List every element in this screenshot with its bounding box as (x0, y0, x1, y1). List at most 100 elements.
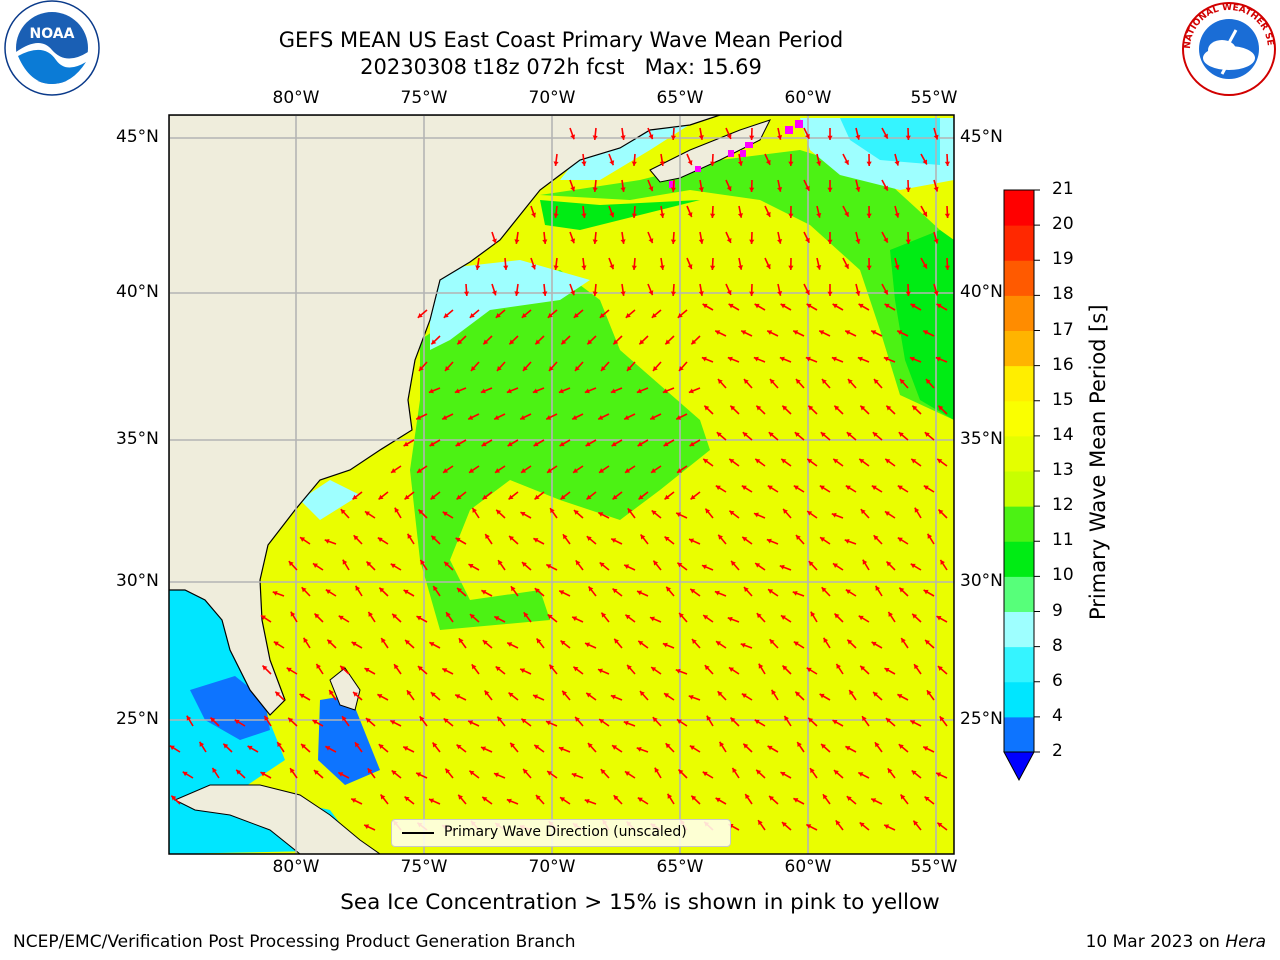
wave-arrow-head (702, 771, 708, 777)
wave-arrow-head (676, 512, 682, 518)
wave-arrow-head (737, 213, 744, 218)
wave-arrow-head (860, 405, 866, 411)
colorbar-segment (1004, 225, 1034, 261)
wave-arrow-head (788, 265, 794, 270)
wave-arrow-head (936, 303, 942, 309)
wave-arrow-head (883, 133, 888, 139)
wave-arrow-head (819, 485, 825, 491)
wave-arrow-head (922, 211, 927, 217)
wave-arrow-head (858, 772, 864, 777)
wave-arrow-head (651, 510, 657, 516)
wave-arrow-head (866, 213, 872, 218)
wave-arrow-head (600, 366, 606, 371)
wave-arrow-head (592, 239, 598, 244)
wave-arrow-head (758, 820, 763, 826)
wave-arrow-head (792, 590, 798, 596)
wave-arrow-head (446, 612, 451, 618)
wave-arrow-head (485, 534, 490, 540)
wave-arrow-head (783, 508, 788, 514)
wave-arrow-head (703, 458, 709, 464)
colorbar-segment (1004, 611, 1034, 648)
colorbar-segment (1004, 471, 1034, 507)
wave-arrow-head (533, 441, 539, 447)
colorbar-segment (1004, 400, 1034, 437)
wave-arrow-head (688, 388, 694, 394)
wave-arrow-head (860, 509, 866, 515)
wave-arrow-head (352, 494, 358, 500)
wave-arrow-head (639, 339, 645, 345)
wave-arrow-head (587, 743, 593, 748)
wave-arrow-head (609, 212, 615, 218)
wave-arrow-head (933, 238, 939, 244)
wave-arrow-head (637, 797, 643, 803)
wave-arrow-head (533, 694, 538, 700)
wave-arrow-head (432, 742, 438, 748)
wave-arrow-head (832, 563, 838, 568)
wave-arrow-head (807, 458, 813, 464)
wave-arrow-head (394, 507, 400, 513)
wave-arrow-head (844, 159, 849, 165)
wave-arrow-head (710, 213, 716, 218)
wave-arrow-head (899, 587, 905, 593)
wave-arrow-head (767, 330, 773, 335)
wave-arrow-head (935, 356, 941, 362)
wave-arrow-head (749, 187, 755, 192)
wave-arrow-head (636, 746, 642, 752)
wave-arrow-head (726, 134, 732, 139)
wave-arrow-head (392, 613, 398, 619)
wave-arrow-head (549, 664, 555, 670)
wave-arrow-head (691, 639, 697, 644)
wave-arrow-head (520, 512, 526, 517)
wave-arrow-head (506, 798, 512, 804)
wave-arrow-head (379, 587, 385, 593)
wave-arrow-head (910, 303, 916, 309)
wave-arrow-head (912, 613, 918, 619)
wave-arrow-head (905, 187, 911, 192)
wave-arrow-head (443, 312, 449, 318)
wave-arrow-head (542, 239, 548, 244)
wave-arrow-head (553, 213, 559, 218)
wave-arrow-head (788, 213, 794, 218)
lat-label-right-40n: 40°N (960, 282, 1003, 302)
wave-arrow-head (572, 415, 578, 420)
wave-arrow-head (378, 494, 384, 500)
wave-arrow-head (900, 794, 906, 800)
wave-arrow-head (780, 772, 786, 777)
colorbar-segment (1004, 295, 1034, 331)
wave-arrow-head (911, 458, 917, 464)
wave-arrow-head (612, 745, 618, 750)
wave-arrow-head (805, 289, 810, 295)
svg-text:NOAA: NOAA (30, 26, 75, 42)
wave-arrow-head (510, 586, 516, 592)
wave-arrow-head (846, 432, 852, 438)
wave-arrow-head (806, 824, 812, 829)
wave-arrow-head (550, 508, 555, 514)
wave-arrow-head (670, 291, 677, 296)
lat-label-left-45n: 45°N (116, 127, 159, 147)
colorbar-segment (1004, 435, 1034, 472)
wave-arrow-head (849, 690, 854, 696)
wave-arrow-head (223, 743, 229, 749)
wave-arrow-head (899, 379, 905, 384)
wave-arrow-head (394, 664, 399, 670)
colorbar (1003, 189, 1040, 782)
wave-arrow-head (623, 720, 629, 726)
wave-arrow-head (753, 512, 759, 518)
wave-arrow-head (324, 538, 330, 544)
wave-arrow-head (937, 666, 943, 671)
wave-arrow-head (510, 742, 516, 748)
wave-arrow-head (925, 639, 930, 645)
wave-arrow-head (855, 134, 861, 140)
colorbar-segment (1004, 365, 1034, 402)
wave-arrow-head (468, 720, 474, 726)
wave-arrow-head (883, 289, 888, 295)
wave-arrow-head (847, 639, 853, 645)
wave-arrow-head (507, 642, 513, 647)
wave-arrow-head (560, 494, 566, 500)
wave-arrow-head (698, 291, 704, 296)
wave-arrow-head (806, 667, 812, 673)
wave-arrow-head (749, 239, 755, 244)
wave-arrow-head (592, 187, 598, 192)
wave-arrow-head (858, 615, 864, 621)
wave-arrow-head (417, 468, 423, 473)
